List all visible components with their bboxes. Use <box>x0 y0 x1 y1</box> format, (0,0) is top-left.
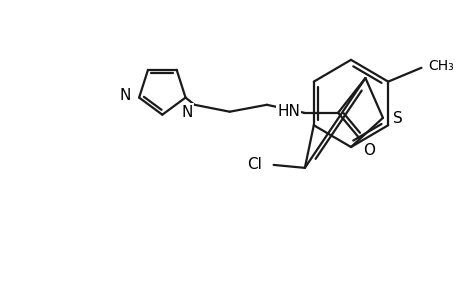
Text: HN: HN <box>276 104 299 119</box>
Text: N: N <box>120 88 131 103</box>
Text: CH₃: CH₃ <box>427 59 453 73</box>
Text: S: S <box>392 111 402 126</box>
Text: N: N <box>181 104 193 119</box>
Text: Cl: Cl <box>246 158 261 172</box>
Text: O: O <box>363 143 375 158</box>
